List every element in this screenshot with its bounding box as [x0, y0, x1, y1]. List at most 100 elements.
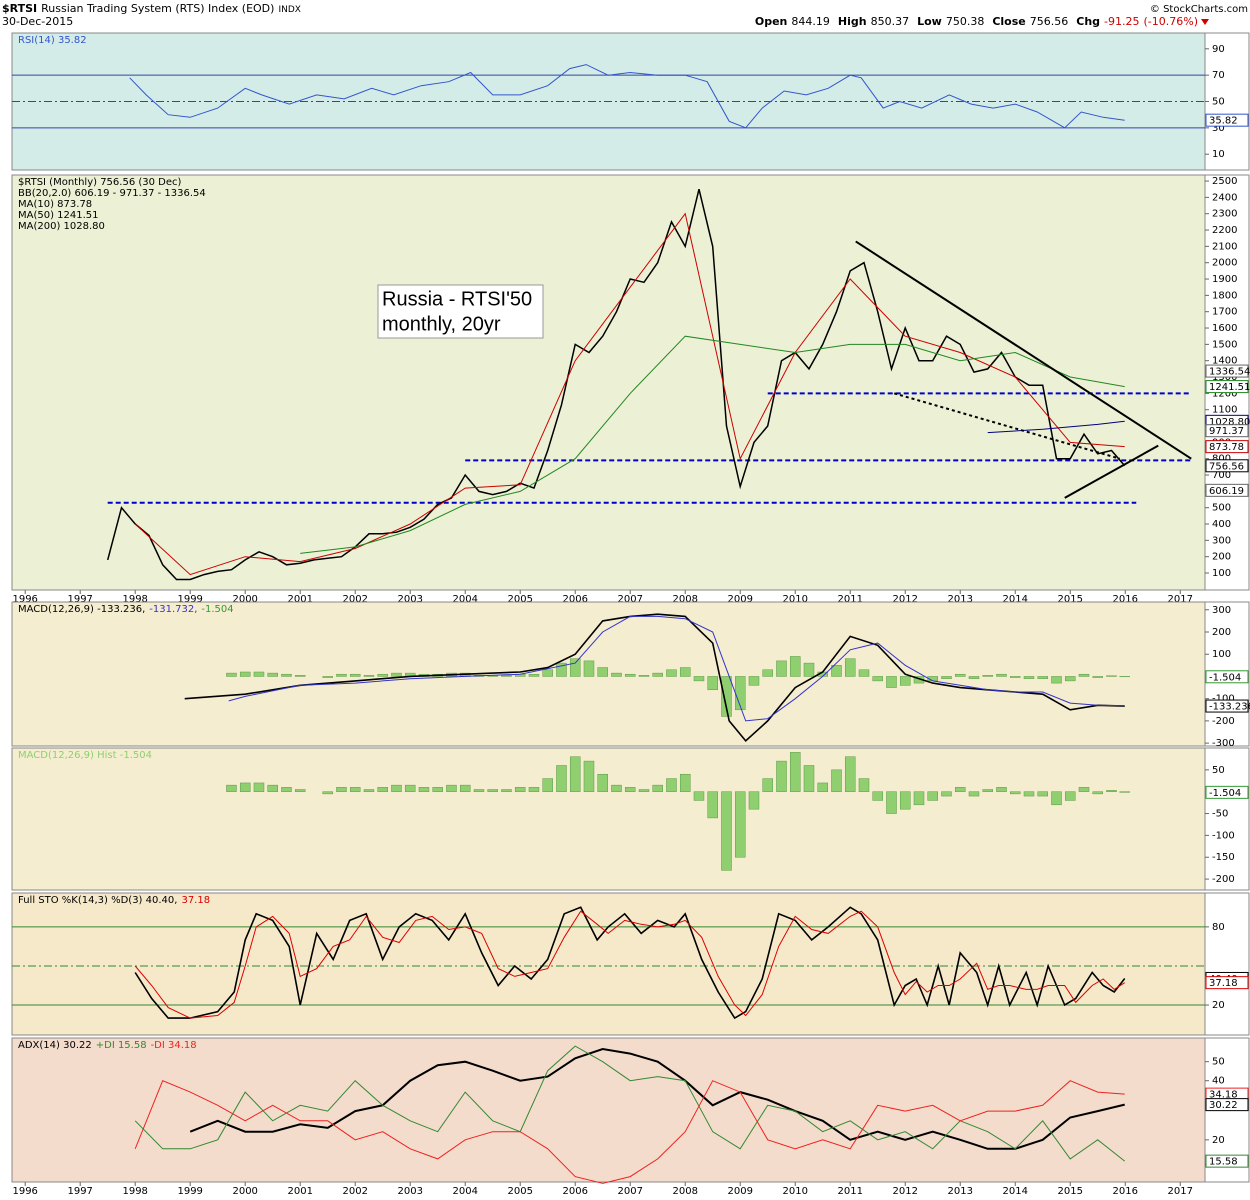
quote-value: 844.19	[791, 15, 830, 28]
histogram-bar	[1023, 676, 1035, 679]
panel-background	[11, 1037, 1206, 1183]
y-tick-label: 400	[1212, 519, 1231, 530]
histogram-bar	[776, 760, 787, 792]
x-tick-label: 2016	[1113, 594, 1138, 605]
x-tick-label: 2002	[342, 1186, 367, 1197]
legend: MACD(12,26,9) Hist -1.504	[18, 750, 152, 761]
x-tick-label: 2003	[397, 1186, 422, 1197]
panel-background	[11, 892, 1206, 1036]
series-line	[987, 420, 1125, 434]
value-tag-label: 1336.54	[1209, 367, 1250, 378]
legend: ADX(14) 30.22 +DI 15.58 -DI 34.18	[18, 1040, 197, 1051]
value-tag-label: -1.504	[1209, 672, 1241, 683]
histogram-bar	[624, 787, 636, 792]
histogram-bar	[803, 662, 815, 677]
legend-entry: -131.732,	[149, 604, 197, 615]
histogram-bar	[611, 784, 622, 792]
quote-value: 750.38	[946, 15, 985, 28]
histogram-bar	[473, 789, 485, 792]
histogram-bar	[886, 791, 897, 814]
histogram-bar	[831, 665, 842, 677]
down-arrow	[1201, 19, 1209, 25]
legend-entry: RSI(14) 35.82	[18, 35, 87, 46]
legend-entry: +DI 15.58	[96, 1040, 147, 1051]
value-tag-label: 1241.51	[1209, 382, 1250, 393]
histogram-bar	[762, 669, 773, 677]
y-tick-label: 1900	[1212, 274, 1237, 285]
histogram-bar	[831, 769, 842, 792]
y-tick-label: -200	[1212, 874, 1235, 885]
y-tick-label: 80	[1212, 922, 1225, 933]
value-tag	[1205, 424, 1249, 438]
y-tick-label: 1100	[1212, 405, 1237, 416]
y-tick-label: 90	[1212, 44, 1225, 55]
value-tag	[1205, 440, 1249, 454]
y-tick-label: 50	[1212, 97, 1225, 108]
histogram-bar	[253, 671, 265, 677]
histogram-bar	[844, 756, 856, 792]
x-tick-label: 2008	[673, 1186, 698, 1197]
histogram-bar	[1037, 676, 1048, 679]
x-tick-label: 2007	[617, 594, 642, 605]
y-tick-label: 1800	[1212, 290, 1237, 301]
annotation: monthly, 20yr	[382, 313, 501, 335]
histogram-bar	[487, 789, 498, 792]
x-tick-label: 2009	[728, 594, 753, 605]
histogram-bar	[253, 782, 265, 792]
histogram-bar	[941, 676, 952, 679]
histogram-bar	[1078, 673, 1090, 677]
histogram-bar	[377, 673, 388, 677]
value-tag	[1205, 699, 1249, 713]
x-tick-label: 2014	[1003, 594, 1028, 605]
quote-label: Chg	[1076, 15, 1100, 28]
x-tick-label: 2015	[1058, 594, 1083, 605]
legend-entry: MA(200) 1028.80	[18, 221, 105, 232]
histogram-bar	[913, 791, 925, 806]
histogram-bar	[267, 672, 278, 677]
x-tick-label: 2000	[232, 594, 257, 605]
histogram-bar	[1092, 676, 1103, 678]
value-tag-label: 873.78	[1209, 442, 1244, 453]
x-tick-label: 2012	[893, 1186, 918, 1197]
legend-entry: ADX(14) 30.22	[18, 1040, 92, 1051]
histogram-bar	[336, 787, 347, 792]
histogram-bar	[803, 765, 815, 792]
y-tick-label: 2000	[1212, 258, 1237, 269]
x-tick-label: 1999	[177, 594, 202, 605]
x-tick-label: 2005	[507, 594, 532, 605]
histogram-bar	[666, 669, 677, 677]
source: © StockCharts.com	[1150, 4, 1248, 15]
histogram-bar	[638, 675, 650, 677]
value-tag	[1205, 1098, 1249, 1112]
y-tick-label: 50	[1212, 1057, 1225, 1068]
x-tick-label: 1998	[122, 1186, 147, 1197]
histogram-bar	[583, 760, 595, 792]
x-tick-label: 2006	[562, 1186, 587, 1197]
y-tick-label: 50	[1212, 765, 1225, 776]
histogram-bar	[1009, 676, 1021, 678]
value-tag	[1205, 1154, 1249, 1168]
value-tag	[1205, 364, 1249, 378]
histogram-bar	[776, 660, 787, 677]
histogram-bar	[1051, 791, 1062, 806]
series-line	[228, 615, 1125, 722]
x-tick-label: 2007	[617, 1186, 642, 1197]
legend-entry: $RTSI (Monthly) 756.56 (30 Dec)	[18, 177, 182, 188]
y-tick-label: 1500	[1212, 339, 1237, 350]
y-tick-label: 300	[1212, 605, 1231, 616]
y-tick-label: 800	[1212, 454, 1231, 465]
histogram-bar	[294, 789, 306, 792]
histogram-bar	[418, 787, 430, 792]
x-tick-label: 2004	[452, 1186, 477, 1197]
quote-label: High	[838, 15, 867, 28]
histogram-bar	[597, 773, 608, 792]
x-tick-label: 2017	[1168, 594, 1193, 605]
histogram-bar	[542, 778, 553, 792]
histogram-bar	[569, 756, 581, 792]
y-tick-label: 10	[1212, 149, 1225, 160]
histogram-bar	[1051, 676, 1062, 684]
change-percent: (-10.76%)	[1144, 15, 1199, 28]
histogram-bar	[666, 778, 677, 792]
histogram-bar	[899, 791, 911, 810]
value-tag-label: 756.56	[1209, 461, 1244, 472]
